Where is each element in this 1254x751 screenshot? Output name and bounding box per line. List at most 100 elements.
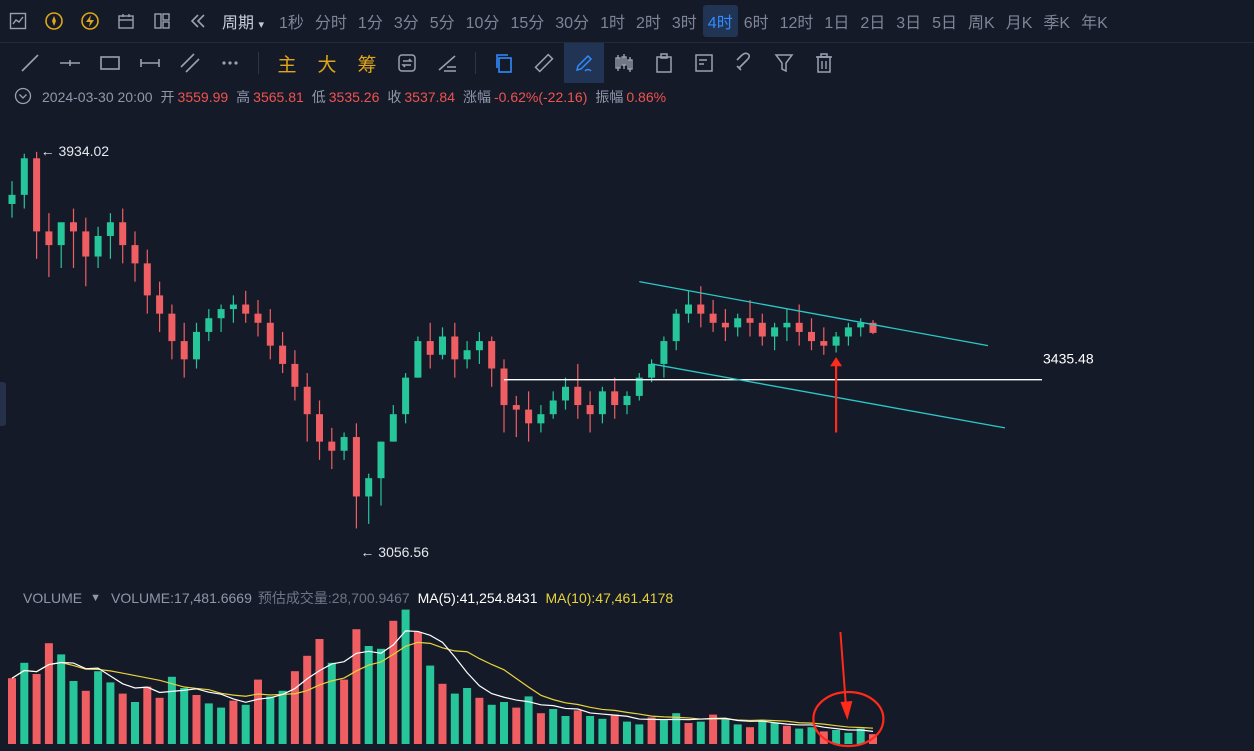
- period-2[interactable]: 1分: [357, 15, 383, 32]
- volume-bar: [647, 717, 656, 744]
- chevron-down-icon[interactable]: ▼: [90, 592, 102, 604]
- magnet-icon[interactable]: [724, 43, 764, 83]
- volume-bar: [192, 695, 201, 744]
- clipboard-icon[interactable]: [644, 43, 684, 83]
- candle-body: [8, 194, 16, 204]
- side-panel-handle[interactable]: [0, 382, 6, 426]
- layout-icon[interactable]: [144, 0, 180, 42]
- volume-bar: [463, 688, 472, 744]
- candle-body: [156, 295, 164, 314]
- volume-bar: [401, 609, 410, 744]
- rewind-icon[interactable]: [180, 0, 216, 42]
- candle-body: [746, 318, 754, 323]
- candle-body: [377, 441, 385, 479]
- volume-bar: [487, 704, 496, 744]
- volume-bar: [782, 725, 791, 744]
- volume-value: VOLUME:17,481.6669: [111, 590, 252, 606]
- candle-body: [352, 437, 360, 497]
- period-8[interactable]: 1时: [600, 15, 625, 32]
- volume-bar: [536, 713, 545, 744]
- candle-body: [439, 336, 446, 355]
- period-16[interactable]: 3日: [896, 15, 922, 32]
- candle-body: [229, 304, 237, 310]
- channel-upper-line: [639, 281, 989, 347]
- period-9[interactable]: 2时: [635, 15, 661, 32]
- volume-bar: [832, 730, 841, 744]
- period-10[interactable]: 3时: [671, 15, 697, 32]
- period-3[interactable]: 3分: [393, 15, 419, 32]
- parallel-channel-icon[interactable]: [170, 43, 210, 83]
- horizontal-line-icon[interactable]: [50, 43, 90, 83]
- volume-bar: [573, 710, 582, 744]
- swap-icon[interactable]: [387, 43, 427, 83]
- chip-distribution-button[interactable]: 筹: [357, 53, 377, 76]
- period-19[interactable]: 月K: [1005, 15, 1033, 32]
- period-14[interactable]: 1日: [824, 15, 850, 32]
- lightning-icon[interactable]: [72, 0, 108, 42]
- ma10-line: [11, 641, 874, 729]
- period-15[interactable]: 2日: [860, 15, 886, 32]
- estimate-label: 预估成交量:: [257, 590, 332, 606]
- ruler-icon[interactable]: [524, 43, 564, 83]
- candle-body: [611, 391, 619, 406]
- volume-bar: [143, 686, 152, 744]
- copy-icon[interactable]: [484, 43, 524, 83]
- trash-icon[interactable]: [804, 43, 844, 83]
- period-18[interactable]: 周K: [968, 15, 995, 32]
- measure-icon[interactable]: [130, 43, 170, 83]
- volume-bar: [20, 662, 29, 744]
- high-value: 3565.81: [253, 89, 304, 105]
- volume-bar: [204, 703, 213, 744]
- candles-icon[interactable]: [604, 43, 644, 83]
- period-6[interactable]: 15分: [510, 15, 545, 32]
- volume-bar: [598, 718, 607, 744]
- candle-body: [217, 309, 225, 319]
- calendar-icon[interactable]: [108, 0, 144, 42]
- volume-bar: [524, 696, 533, 744]
- ohlc-date: 2024-03-30 20:00: [42, 89, 153, 105]
- line-icon[interactable]: [10, 43, 50, 83]
- volume-bar: [844, 732, 853, 744]
- filter-icon[interactable]: [764, 43, 804, 83]
- period-4[interactable]: 5分: [429, 15, 455, 32]
- period-20[interactable]: 季K: [1043, 15, 1071, 32]
- candle-body: [340, 437, 348, 451]
- period-11[interactable]: 4时: [702, 5, 738, 37]
- candle-body: [451, 336, 459, 360]
- candle-body: [832, 336, 840, 346]
- big-order-button[interactable]: 大: [317, 53, 337, 76]
- rectangle-icon[interactable]: [90, 43, 130, 83]
- period-7[interactable]: 30分: [555, 15, 590, 32]
- period-1[interactable]: 分时: [314, 15, 347, 32]
- volume-indicator-name[interactable]: VOLUME: [23, 590, 83, 606]
- compass-icon[interactable]: [36, 0, 72, 42]
- period-21[interactable]: 年K: [1081, 15, 1108, 32]
- pen-icon[interactable]: [564, 43, 604, 83]
- volume-bar: [819, 731, 828, 744]
- change-value: -0.62%(-22.16): [493, 89, 588, 105]
- period-17[interactable]: 5日: [932, 15, 958, 32]
- more-icon[interactable]: [210, 43, 250, 83]
- period-5[interactable]: 10分: [465, 15, 500, 32]
- period-13[interactable]: 12时: [779, 15, 814, 32]
- period-dropdown[interactable]: 周期 ▾: [222, 9, 264, 33]
- fib-icon[interactable]: [427, 43, 467, 83]
- labels-group: ← 3934.02 ← 3056.56 3435.48: [41, 143, 1094, 560]
- note-icon[interactable]: [684, 43, 724, 83]
- low-marker-label: ← 3056.56: [360, 544, 429, 560]
- collapse-icon[interactable]: [14, 87, 32, 108]
- period-0[interactable]: 1秒: [279, 15, 304, 32]
- volume-bar: [118, 693, 127, 744]
- volume-bar: [69, 681, 78, 744]
- candle-body: [57, 222, 65, 246]
- volume-bar: [696, 721, 705, 744]
- volume-bar: [377, 648, 385, 744]
- ma10-value: MA(10):47,461.4178: [545, 590, 674, 606]
- chart-window-icon[interactable]: [0, 0, 36, 42]
- candle-body: [131, 245, 139, 264]
- main-indicator-button[interactable]: 主: [277, 53, 297, 76]
- volume-bar: [869, 734, 877, 744]
- period-12[interactable]: 6时: [743, 15, 769, 32]
- volume-bar: [131, 702, 139, 744]
